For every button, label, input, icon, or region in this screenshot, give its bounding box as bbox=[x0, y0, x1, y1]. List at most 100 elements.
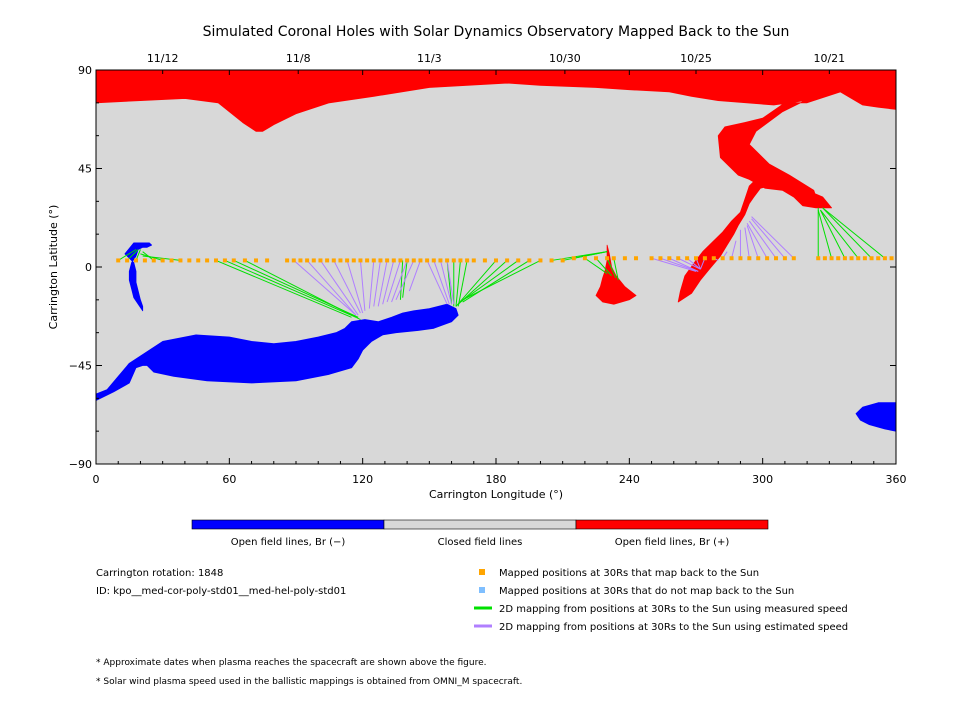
mapping-line bbox=[359, 260, 366, 311]
top-date-axis: 11/12 11/8 11/3 10/30 10/25 10/21 bbox=[147, 52, 845, 74]
x-tick-label: 360 bbox=[886, 473, 907, 486]
mapping-line bbox=[822, 207, 886, 259]
mapped-point bbox=[571, 256, 576, 261]
mapped-point bbox=[116, 258, 121, 263]
mapping-line bbox=[748, 220, 777, 259]
mapped-point bbox=[594, 256, 598, 261]
x-tick-label: 180 bbox=[486, 473, 507, 486]
mapping-line bbox=[746, 222, 768, 259]
mapping-line bbox=[651, 257, 697, 272]
mapping-line bbox=[455, 260, 497, 307]
mapping-line bbox=[306, 260, 357, 316]
mapped-point bbox=[849, 256, 854, 261]
mapping-line bbox=[426, 260, 448, 305]
mapping-line bbox=[117, 249, 137, 261]
mapped-point bbox=[125, 258, 130, 263]
mapping-line bbox=[822, 207, 872, 259]
mapping-line bbox=[142, 255, 181, 261]
x-axis-label: Carrington Longitude (°) bbox=[429, 488, 563, 501]
mapping-line bbox=[820, 209, 859, 259]
plot-area bbox=[95, 69, 897, 465]
mapped-point bbox=[816, 256, 821, 261]
mapping-line bbox=[462, 260, 530, 303]
mapped-point bbox=[791, 256, 796, 261]
mapped-point bbox=[482, 258, 487, 263]
mapped-point bbox=[196, 258, 201, 263]
coronal-hole-positive-0 bbox=[96, 70, 896, 303]
x-tick-label: 60 bbox=[222, 473, 236, 486]
mapped-point bbox=[505, 258, 510, 263]
legend-label-mapped: Mapped positions at 30Rs that map back t… bbox=[499, 568, 759, 579]
x-tick-label: 240 bbox=[619, 473, 640, 486]
date-tick-label: 10/25 bbox=[680, 52, 712, 65]
mapped-point bbox=[611, 256, 616, 261]
mapped-point bbox=[351, 258, 356, 263]
mapping-line bbox=[391, 260, 408, 303]
mapped-point bbox=[876, 256, 881, 261]
mapped-points bbox=[116, 256, 894, 263]
mapped-point bbox=[222, 258, 227, 263]
mapped-point bbox=[822, 256, 827, 261]
mapping-lines bbox=[117, 207, 886, 320]
mapped-point bbox=[445, 258, 450, 263]
mapped-point bbox=[765, 256, 770, 261]
mapped-point bbox=[254, 258, 258, 263]
mapped-point bbox=[782, 256, 787, 261]
mapped-point bbox=[178, 258, 183, 263]
mapping-line bbox=[346, 260, 364, 314]
mapped-point bbox=[667, 256, 672, 261]
mapped-point bbox=[711, 256, 716, 261]
mapping-line bbox=[678, 257, 701, 270]
mapped-point bbox=[869, 256, 874, 261]
x-tick-label: 0 bbox=[93, 473, 100, 486]
mapping-line bbox=[584, 257, 608, 274]
mapped-point bbox=[142, 258, 147, 263]
mapped-point bbox=[391, 258, 396, 263]
mapping-line bbox=[746, 225, 759, 259]
mapped-point bbox=[756, 256, 761, 261]
mapped-point bbox=[311, 258, 316, 263]
date-tick-label: 11/8 bbox=[286, 52, 311, 65]
mapped-point bbox=[465, 258, 470, 263]
mapped-point bbox=[378, 258, 383, 263]
mapped-point bbox=[582, 256, 587, 261]
mapping-line bbox=[462, 259, 541, 301]
mapped-point bbox=[889, 256, 894, 261]
y-tick-label: 0 bbox=[85, 261, 92, 274]
date-tick-label: 10/21 bbox=[813, 52, 845, 65]
mapped-point bbox=[856, 256, 861, 261]
mapped-point bbox=[471, 258, 476, 263]
colorbar: Open field lines, Br (−) Closed field li… bbox=[191, 519, 769, 548]
mapping-line bbox=[408, 260, 421, 292]
mapped-point bbox=[829, 256, 834, 261]
mapped-point bbox=[649, 256, 654, 261]
mapping-line bbox=[573, 251, 608, 259]
mapping-line bbox=[669, 257, 699, 272]
colorbar-closed bbox=[383, 519, 577, 530]
mapping-line bbox=[386, 260, 401, 303]
legend-label-estimated: 2D mapping from positions at 30Rs to the… bbox=[499, 622, 848, 633]
mapped-point bbox=[365, 258, 370, 263]
mapped-point bbox=[702, 256, 707, 261]
mapped-point bbox=[549, 258, 554, 263]
date-tick-label: 11/3 bbox=[417, 52, 442, 65]
mapping-line bbox=[395, 260, 415, 301]
mapping-line bbox=[751, 218, 786, 259]
mapped-point bbox=[187, 258, 192, 263]
mapping-line bbox=[433, 260, 450, 305]
date-tick-label: 11/12 bbox=[147, 52, 179, 65]
mapped-point bbox=[431, 258, 436, 263]
x-tick-label: 120 bbox=[352, 473, 373, 486]
mapping-line bbox=[744, 227, 750, 259]
mapped-point bbox=[685, 256, 690, 261]
mapped-point bbox=[605, 256, 610, 261]
carrington-rotation: Carrington rotation: 1848 bbox=[96, 568, 223, 579]
mapping-line bbox=[373, 260, 381, 307]
colorbar-label-closed: Closed field lines bbox=[438, 537, 523, 548]
note-dates: * Approximate dates when plasma reaches … bbox=[96, 658, 487, 668]
mapped-point bbox=[527, 258, 532, 263]
mapped-point bbox=[676, 256, 681, 261]
mapped-point bbox=[169, 258, 174, 263]
mapped-point bbox=[358, 258, 363, 263]
